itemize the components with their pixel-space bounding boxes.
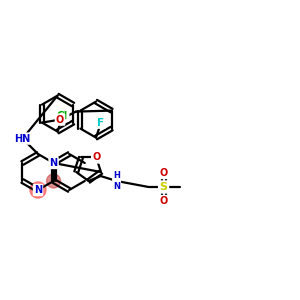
- Text: HN: HN: [14, 134, 31, 144]
- Text: F: F: [98, 118, 105, 128]
- Text: S: S: [160, 182, 168, 192]
- Text: O: O: [160, 196, 168, 206]
- Text: O: O: [160, 168, 168, 178]
- Text: N: N: [34, 185, 42, 195]
- Circle shape: [30, 182, 46, 198]
- Text: N: N: [50, 158, 58, 168]
- Text: Cl: Cl: [57, 111, 68, 121]
- Text: O: O: [56, 115, 64, 124]
- Text: H
N: H N: [113, 171, 120, 191]
- Text: O: O: [92, 152, 100, 163]
- Circle shape: [46, 174, 61, 188]
